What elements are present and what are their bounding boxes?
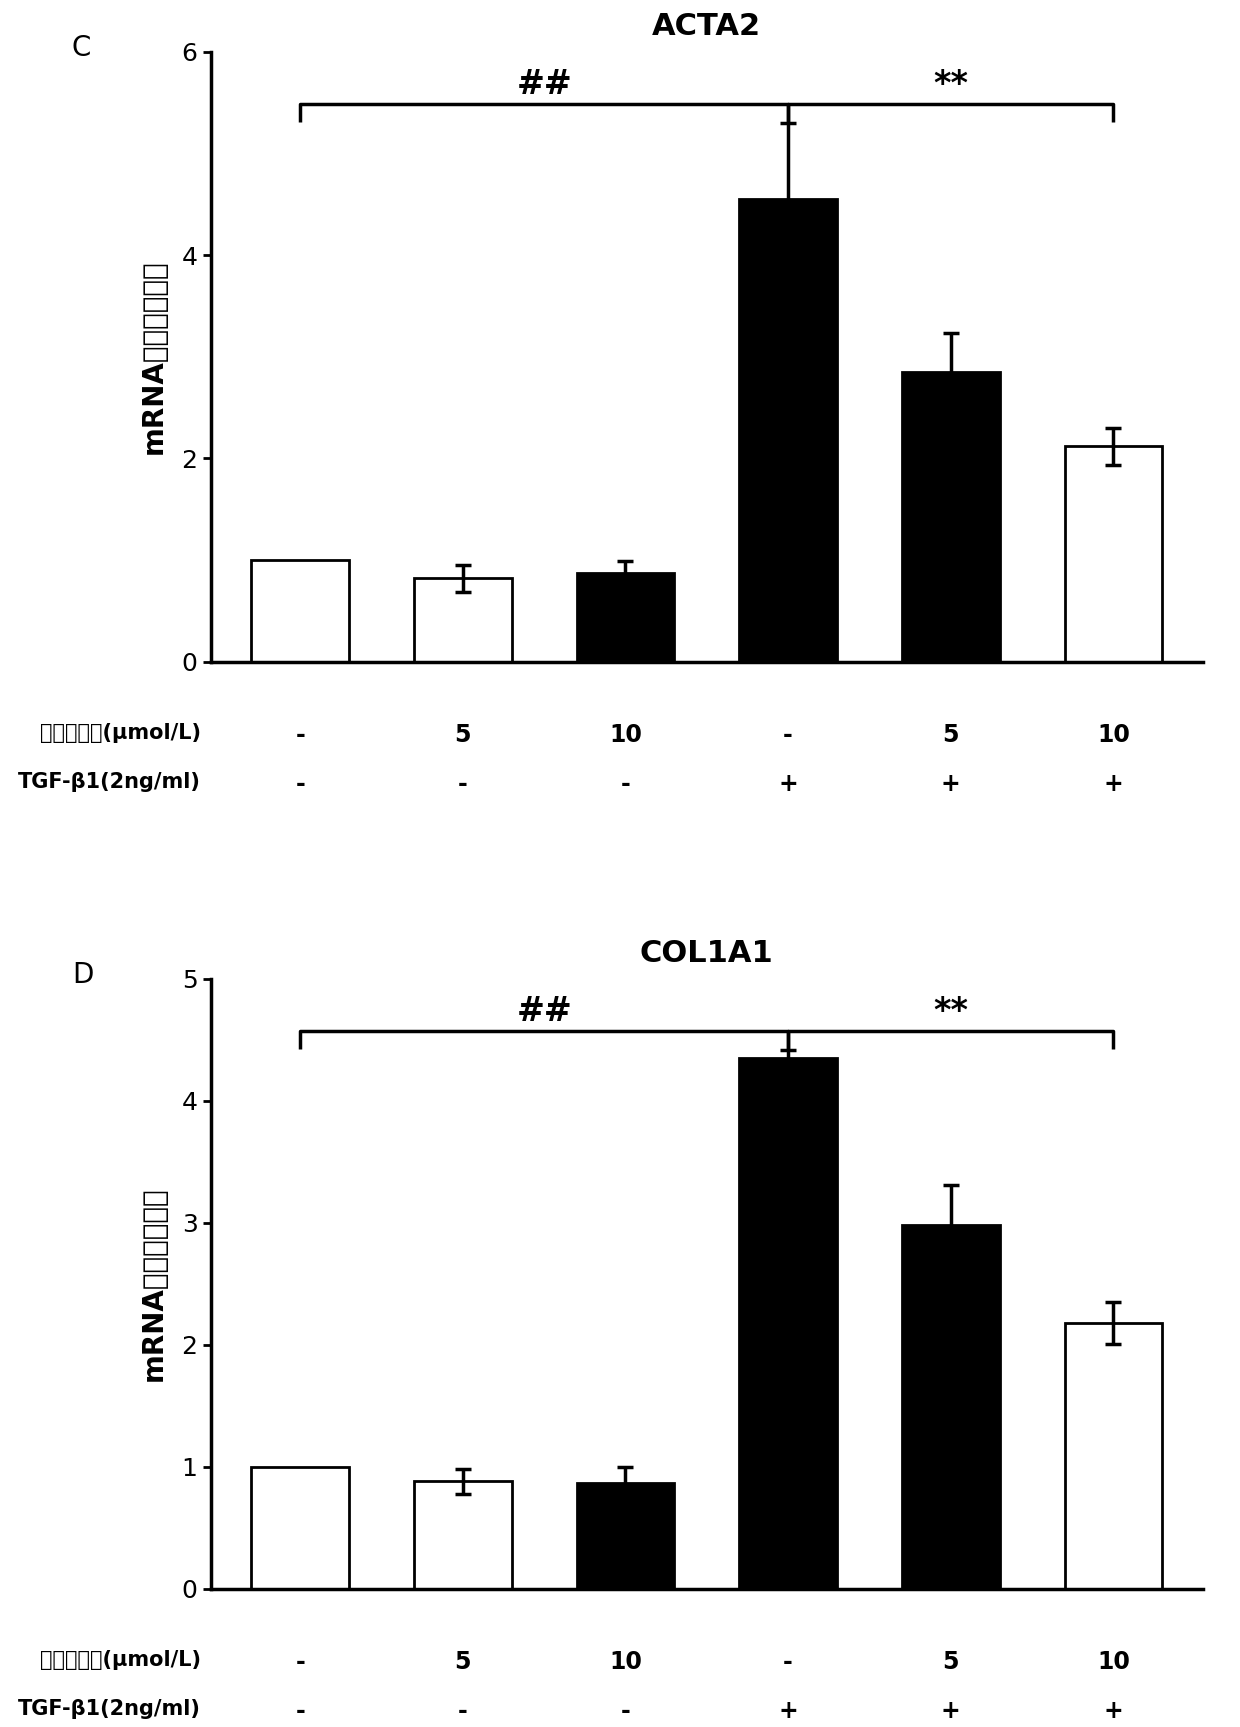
- Text: 10: 10: [609, 1649, 642, 1673]
- Text: -: -: [295, 1649, 305, 1673]
- Text: -: -: [458, 772, 467, 796]
- Bar: [901, 1226, 999, 1589]
- Y-axis label: mRNA的相对表达量: mRNA的相对表达量: [140, 259, 167, 454]
- Text: D: D: [72, 960, 93, 988]
- Text: -: -: [295, 1699, 305, 1722]
- Bar: [252, 1466, 348, 1589]
- Text: -: -: [295, 722, 305, 746]
- Text: +: +: [779, 772, 799, 796]
- Bar: [901, 371, 999, 661]
- Bar: [577, 573, 675, 661]
- Text: +: +: [1104, 1699, 1123, 1722]
- Text: -: -: [784, 1649, 794, 1673]
- Bar: [577, 1483, 675, 1589]
- Text: 10: 10: [1097, 1649, 1130, 1673]
- Title: ACTA2: ACTA2: [652, 12, 761, 41]
- Bar: [1065, 446, 1162, 661]
- Text: +: +: [941, 772, 961, 796]
- Bar: [414, 1482, 512, 1589]
- Bar: [1065, 1323, 1162, 1589]
- Title: COL1A1: COL1A1: [640, 939, 774, 969]
- Bar: [739, 199, 837, 661]
- Text: ##: ##: [516, 67, 572, 100]
- Text: -: -: [458, 1699, 467, 1722]
- Text: 5: 5: [942, 1649, 959, 1673]
- Text: -: -: [620, 1699, 630, 1722]
- Text: +: +: [1104, 772, 1123, 796]
- Bar: [739, 1059, 837, 1589]
- Text: +: +: [779, 1699, 799, 1722]
- Text: +: +: [941, 1699, 961, 1722]
- Bar: [414, 579, 512, 661]
- Text: 5: 5: [942, 722, 959, 746]
- Text: -: -: [784, 722, 794, 746]
- Text: **: **: [934, 995, 968, 1028]
- Text: -: -: [620, 772, 630, 796]
- Text: TGF-β1(2ng/ml): TGF-β1(2ng/ml): [19, 1699, 201, 1718]
- Bar: [252, 560, 348, 661]
- Text: **: **: [934, 67, 968, 100]
- Text: C: C: [72, 33, 92, 62]
- Text: 木香烃内酯(μmol/L): 木香烃内酯(μmol/L): [40, 722, 201, 743]
- Text: TGF-β1(2ng/ml): TGF-β1(2ng/ml): [19, 772, 201, 791]
- Text: 5: 5: [455, 722, 471, 746]
- Text: ##: ##: [516, 995, 572, 1028]
- Text: 5: 5: [455, 1649, 471, 1673]
- Text: 木香烃内酯(μmol/L): 木香烃内酯(μmol/L): [40, 1649, 201, 1670]
- Text: 10: 10: [609, 722, 642, 746]
- Text: 10: 10: [1097, 722, 1130, 746]
- Y-axis label: mRNA的相对表达量: mRNA的相对表达量: [140, 1186, 167, 1382]
- Text: -: -: [295, 772, 305, 796]
